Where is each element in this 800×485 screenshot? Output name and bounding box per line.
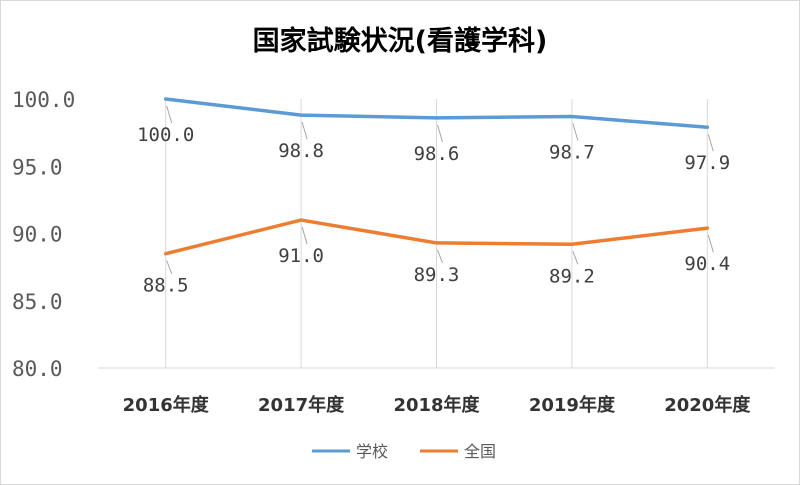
- data-label: 90.4: [684, 253, 730, 275]
- series-line-1: [163, 97, 710, 129]
- x-tick-label: 2020年度: [664, 394, 751, 416]
- chart-title: 国家試験状況(看護学科): [253, 25, 548, 57]
- legend-label: 全国: [464, 442, 496, 461]
- y-tick-label: 90.0: [12, 223, 63, 247]
- x-tick-label: 2016年度: [123, 394, 210, 416]
- x-tick-label: 2018年度: [393, 394, 480, 416]
- leader-line: [437, 249, 443, 264]
- leader-line: [707, 234, 714, 253]
- leader-line: [166, 260, 173, 274]
- leader-line: [572, 251, 579, 265]
- data-label: 88.5: [143, 275, 189, 297]
- series: [163, 97, 710, 256]
- data-labels: 100.0 98.8 98.6 98.7 97.9 88.5 91.0 89.3 89.2 90.…: [137, 124, 730, 297]
- data-label: 100.0: [137, 124, 194, 146]
- x-tick-label: 2019年度: [529, 394, 616, 416]
- leader-line: [707, 134, 714, 152]
- data-label: 91.0: [278, 245, 324, 267]
- x-axis: 2016年度 2017年度 2018年度 2019年度 2020年度: [98, 367, 775, 416]
- y-tick-label: 80.0: [12, 357, 63, 381]
- y-tick-label: 100.0: [12, 88, 75, 112]
- y-tick-label: 85.0: [12, 290, 63, 314]
- data-label: 89.3: [414, 264, 460, 286]
- leader-lines: [166, 105, 714, 274]
- series-line-2: [163, 218, 710, 256]
- data-label: 98.7: [549, 141, 595, 163]
- leader-line: [437, 124, 443, 142]
- leader-line: [572, 123, 579, 141]
- data-label: 97.9: [684, 152, 730, 174]
- data-label: 89.2: [549, 265, 595, 287]
- y-axis: 80.0 85.0 90.0 95.0 100.0: [12, 88, 75, 381]
- x-tick-label: 2017年度: [258, 394, 345, 416]
- leader-line: [301, 121, 308, 140]
- y-tick-label: 95.0: [12, 155, 63, 179]
- leader-line: [301, 226, 308, 245]
- legend: 学校 全国: [312, 442, 496, 461]
- grid: [165, 99, 708, 368]
- leader-line: [166, 105, 173, 124]
- data-label: 98.8: [278, 140, 324, 162]
- legend-label: 学校: [356, 442, 388, 461]
- data-label: 98.6: [414, 143, 460, 165]
